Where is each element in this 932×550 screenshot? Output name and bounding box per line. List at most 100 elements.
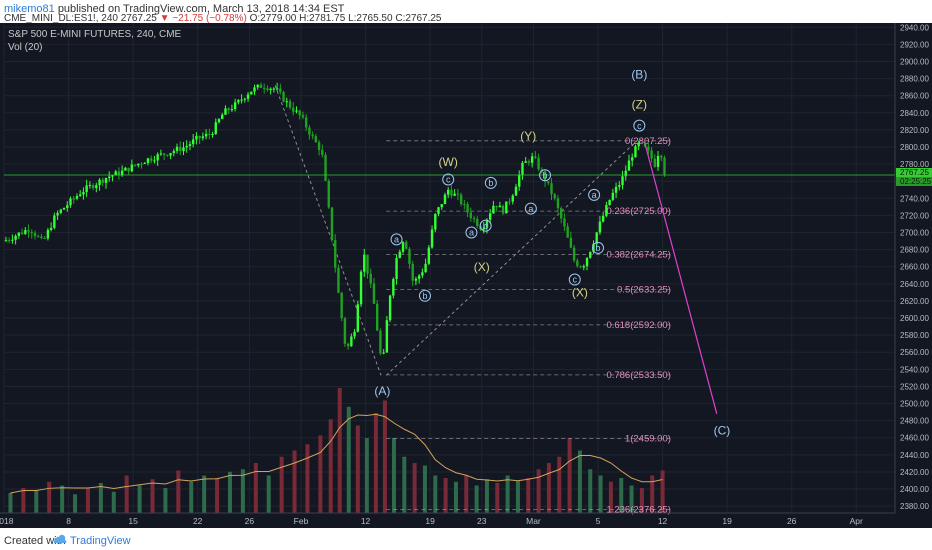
price-tick-label: 2480.00 [900, 417, 929, 426]
volume-bar [318, 435, 323, 513]
candle-body [521, 162, 524, 175]
candle-body [592, 243, 595, 252]
symbol-ohlc-line: CME_MINI_DL:ES1!, 240 2767.25 ▼ −21.75 (… [4, 13, 442, 24]
candle-body [53, 215, 56, 228]
candle-body [353, 331, 356, 337]
candle-body [66, 205, 69, 208]
volume-bar [279, 456, 284, 513]
tradingview-brand-link[interactable]: TradingView [70, 535, 131, 547]
candle-body [653, 158, 657, 167]
volume-bar [150, 479, 155, 513]
volume-bar [253, 463, 258, 513]
candle-body [601, 215, 605, 222]
candle-body [211, 134, 214, 136]
candle-body [156, 154, 159, 161]
candle-body [104, 178, 108, 183]
price-tick-label: 2740.00 [900, 194, 929, 203]
candle-body [179, 146, 182, 152]
candle-body [556, 198, 560, 209]
sub-wave-circle [465, 226, 478, 239]
candle-body [24, 230, 27, 234]
candle-body [262, 87, 266, 89]
candle-body [275, 88, 279, 90]
candle-body [288, 101, 292, 108]
publish-header: mikemo81 published on TradingView.com, M… [0, 0, 932, 24]
candle-body [7, 240, 11, 242]
candle-body [172, 151, 176, 154]
candle-body [78, 194, 82, 196]
volume-bar [240, 469, 245, 513]
candle-body [534, 156, 537, 158]
price-tick-label: 2700.00 [900, 229, 929, 238]
candle-body [440, 204, 443, 208]
last-price: 2767.25 [120, 13, 157, 24]
candle-body [589, 251, 592, 258]
volume-bar [660, 470, 665, 513]
candle-body [37, 236, 40, 238]
low-value: L:2765.50 [348, 13, 393, 24]
sub-wave-label: a [394, 235, 399, 245]
price-tick-label: 2780.00 [900, 160, 929, 169]
volume-bar [577, 450, 582, 513]
chart-panel[interactable]: 0(2807.25) 0.236(2725.00) 0.382(2674.25) 0.… [0, 23, 932, 528]
wave-label: (B) [631, 68, 647, 82]
volume-bar [328, 419, 333, 513]
candle-body [14, 235, 17, 240]
candle-body [621, 176, 624, 186]
sub-wave-label: a [469, 228, 474, 238]
candle-body [62, 207, 66, 210]
candle-body [98, 179, 101, 186]
candle-body [256, 84, 259, 88]
wave-label: (Y) [520, 129, 536, 143]
candle-body [359, 271, 363, 305]
candle-body [346, 343, 350, 347]
countdown-tag [896, 177, 932, 187]
candle-body [388, 295, 392, 321]
candle-body [624, 170, 627, 177]
candle-body [304, 117, 308, 128]
candle-body [217, 119, 221, 123]
volume-bar [373, 413, 378, 513]
candle-body [4, 240, 8, 242]
volume-ma-line [10, 413, 663, 494]
candle-body [159, 153, 163, 155]
candle-body [337, 267, 340, 293]
time-tick-label: 26 [245, 516, 255, 526]
price-tick-label: 2500.00 [900, 400, 929, 409]
candle-body [634, 146, 637, 158]
volume-bar [47, 481, 52, 513]
volume-bar [98, 483, 103, 513]
candle-body [450, 189, 453, 196]
price-chart[interactable]: 0(2807.25) 0.236(2725.00) 0.382(2674.25) 0.… [0, 23, 932, 528]
candle-body [182, 147, 185, 152]
wave-label: (A) [374, 384, 390, 398]
candle-body [576, 260, 579, 267]
wave-labels: (A) (W) (X) (Y) (X) (Z) (B) (C) [374, 68, 730, 438]
volume-bar [85, 488, 90, 513]
time-tick-label: 2018 [0, 516, 14, 526]
volume-bar [124, 475, 129, 513]
candle-body [579, 266, 582, 268]
sub-wave-circle [442, 173, 455, 186]
price-tick-label: 2840.00 [900, 109, 929, 118]
author-link[interactable]: mikemo81 [4, 3, 55, 15]
candle-body [492, 205, 495, 214]
candle-body [627, 160, 631, 171]
candle-body [476, 218, 479, 226]
candle-body [447, 189, 450, 195]
volume-bar [412, 463, 417, 513]
time-axis: 2018 8 15 22 26 Feb 12 19 23 Mar 5 12 19 26 Apr [0, 512, 895, 526]
candle-body [20, 232, 24, 234]
candle-body [133, 164, 137, 166]
candle-body [162, 153, 166, 155]
volume-bar [176, 470, 181, 513]
candle-body [585, 257, 589, 267]
fibonacci-levels: 0(2807.25) 0.236(2725.00) 0.382(2674.25) 0.… [386, 136, 673, 515]
candle-body [227, 108, 230, 111]
time-tick-label: 23 [477, 516, 487, 526]
candle-body [295, 110, 298, 112]
candle-body [598, 221, 602, 233]
candle-body [330, 207, 334, 240]
price-tick-label: 2400.00 [900, 485, 929, 494]
candle-body [498, 205, 502, 208]
